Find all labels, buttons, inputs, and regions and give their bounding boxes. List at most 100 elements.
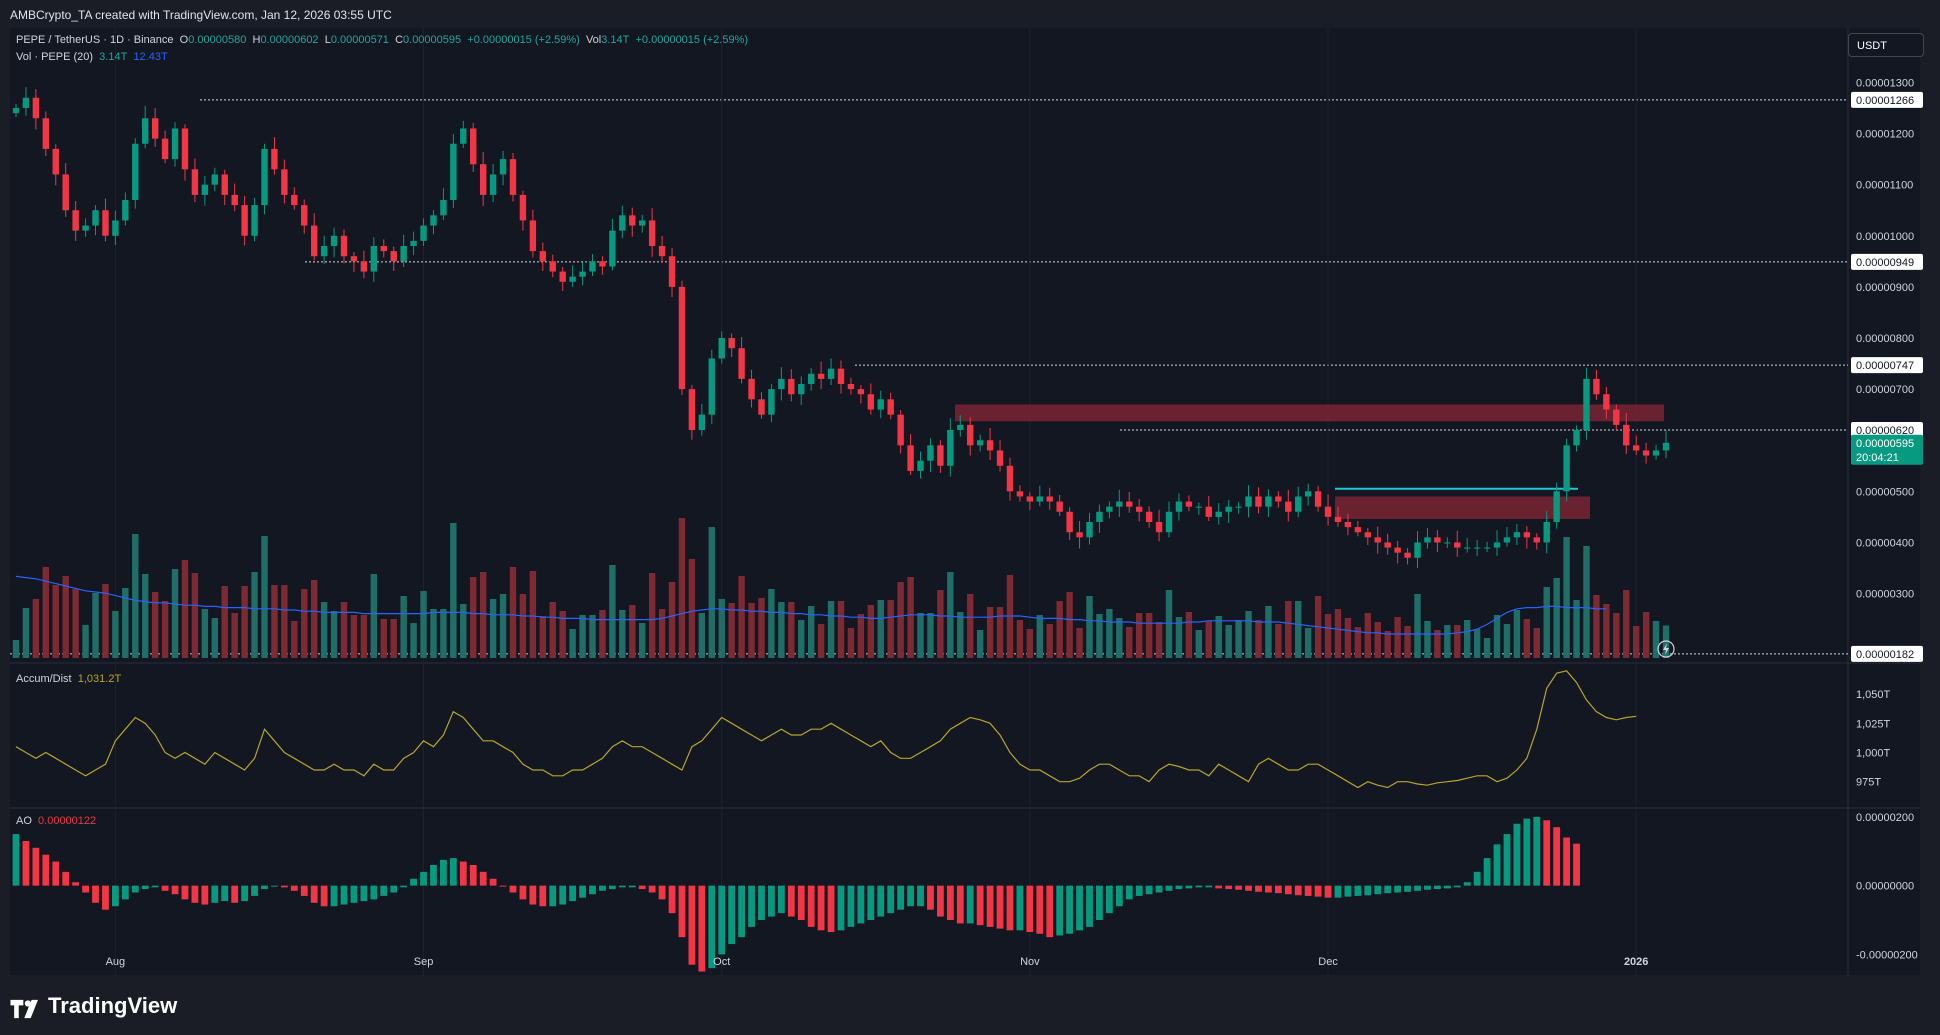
candle [758,392,765,419]
candle-body [1613,409,1620,425]
volume-bar [1245,611,1252,658]
candle-body [1334,516,1342,522]
candle [1076,520,1083,549]
price-tick: 0.00001100 [1856,180,1913,192]
candle-body [688,389,696,430]
currency-button[interactable]: USDT [1848,33,1924,57]
candle-body [1652,450,1660,456]
vol-ma-value-1: 3.14T [99,51,128,63]
volume-bar [201,609,209,658]
candle [1503,527,1511,547]
price-level-label: 0.00000949 [1851,253,1923,270]
ao-value: 0.00000122 [38,815,97,827]
candle-body [1126,501,1133,507]
vol-ma-label[interactable]: Vol · PEPE (20) [16,51,94,63]
candle [559,266,566,291]
candle-body [738,348,745,379]
ao-bar [1394,885,1402,893]
candle [639,214,646,233]
ao-bar [92,885,99,903]
candle-body [390,251,397,262]
ao-bar [1414,885,1421,891]
candle [1334,506,1342,527]
candle-body [758,399,765,415]
candle-body [549,261,556,272]
candle [1225,500,1232,524]
candle [629,207,636,237]
volume-bar [877,600,884,658]
volume-bar [499,594,507,658]
volume-bar [1652,621,1660,658]
candle [738,336,745,384]
ao-bar [1354,885,1362,896]
volume-bar [310,580,318,658]
candle [668,248,676,298]
ao-bar [976,885,984,926]
price-tick-text: 0.00000500 [1856,486,1914,498]
ao-bar [1115,885,1123,907]
candle-body [181,128,189,170]
ao-tick: -0.00000200 [1856,949,1918,961]
ao-bar [1135,885,1143,896]
candle [1195,502,1203,515]
ao-bar [1076,885,1083,931]
candle [450,134,457,209]
candle-body [221,174,228,195]
price-level-label: 0.00000747 [1851,357,1923,374]
attribution-bar: AMBCrypto_TA created with TradingView.co… [0,0,1940,28]
candle-body [12,108,20,114]
candle-body [410,240,417,246]
volume-bar [1155,622,1163,658]
candle [241,195,248,246]
candle-body [92,210,99,226]
ao-bar [201,885,209,905]
ao-bar [1155,885,1163,893]
candle [529,209,537,258]
ao-bar [648,885,656,893]
symbol-label[interactable]: PEPE / TetherUS · 1D · Binance [16,34,174,46]
ao-label[interactable]: AO [16,815,32,827]
candle-body [778,378,785,390]
volume-bar [1344,618,1352,658]
candle [1205,495,1212,521]
candle-body [1513,532,1521,538]
ao-bar [261,885,268,890]
candle-body [1573,430,1580,446]
volume-bar [151,592,159,658]
ad-label[interactable]: Accum/Dist [16,673,72,685]
candle-body [440,200,447,216]
ao-bar [599,885,606,891]
volume-bar [32,599,40,658]
ao-bar [1125,885,1133,900]
ao-bar [708,885,716,969]
candle-body [301,205,308,226]
volume-bar [102,584,109,658]
candle-body [1155,522,1163,533]
candle-body [1493,542,1501,548]
candle-body [1096,511,1103,522]
resistance-zone-upper [955,404,1664,422]
price-level-label-text: 0.00000949 [1856,257,1914,269]
replay-icon-circle [1657,640,1675,658]
candle-body [1066,511,1073,533]
volume-bar [857,614,865,658]
candle [82,218,89,237]
volume-bar [668,582,676,658]
candle [619,205,626,239]
candle [1275,491,1282,508]
ao-bar [489,878,497,886]
time-label: Sep [414,956,434,968]
candle [122,192,129,226]
replay-icon[interactable] [1657,640,1675,658]
ao-bar [698,885,706,972]
candle-body [1404,552,1411,558]
candle-body [1444,542,1451,544]
chart-area[interactable] [10,28,1920,975]
footer-logo[interactable]: TradingView [10,993,177,1023]
candle-body [479,164,487,195]
candle [857,385,865,404]
candle-body [1135,506,1143,512]
close-label: C [395,34,404,46]
ao-bar [360,885,368,902]
